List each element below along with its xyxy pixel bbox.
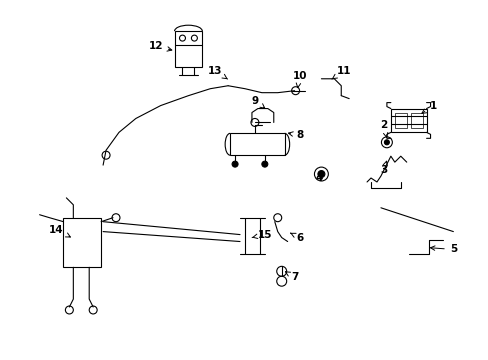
Circle shape bbox=[262, 161, 267, 167]
Text: 12: 12 bbox=[148, 41, 171, 51]
Bar bbox=[394, 113, 406, 129]
Text: 11: 11 bbox=[331, 66, 351, 79]
Text: 4: 4 bbox=[315, 173, 323, 183]
Text: 5: 5 bbox=[429, 244, 456, 255]
Text: 1: 1 bbox=[421, 100, 436, 113]
Text: 9: 9 bbox=[251, 96, 264, 108]
Text: 15: 15 bbox=[252, 230, 271, 239]
Bar bbox=[230, 133, 284, 155]
Text: 7: 7 bbox=[285, 272, 298, 282]
Text: 6: 6 bbox=[290, 233, 303, 243]
Bar bbox=[390, 109, 426, 132]
Circle shape bbox=[232, 161, 238, 167]
Text: 8: 8 bbox=[288, 130, 303, 140]
Circle shape bbox=[384, 140, 388, 145]
Text: 3: 3 bbox=[380, 161, 387, 175]
Bar bbox=[174, 31, 202, 67]
Bar bbox=[63, 218, 101, 267]
Bar bbox=[410, 113, 422, 129]
Text: 13: 13 bbox=[207, 66, 227, 79]
Text: 2: 2 bbox=[380, 121, 387, 137]
Text: 14: 14 bbox=[49, 225, 70, 237]
Circle shape bbox=[317, 171, 324, 177]
Text: 10: 10 bbox=[292, 71, 306, 87]
